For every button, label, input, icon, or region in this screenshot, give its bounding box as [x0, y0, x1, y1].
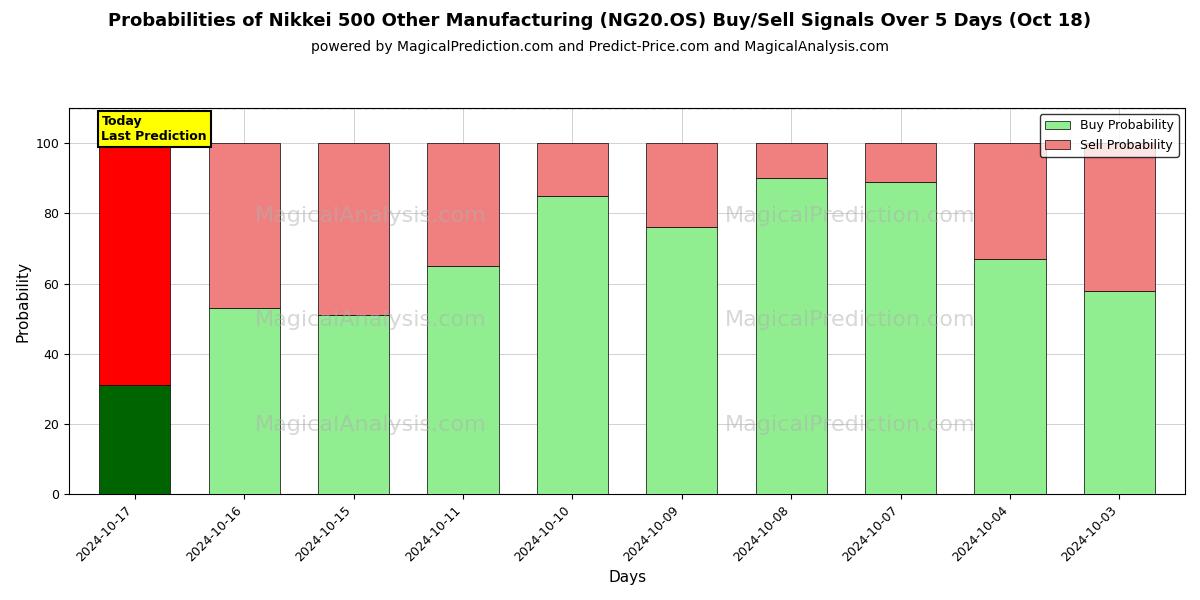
Bar	[647, 143, 718, 227]
Bar	[756, 143, 827, 178]
Text: MagicalPrediction.com: MagicalPrediction.com	[725, 310, 976, 331]
Bar	[756, 178, 827, 494]
Bar	[318, 315, 389, 494]
Bar	[209, 308, 280, 494]
Bar	[100, 143, 170, 385]
Y-axis label: Probability: Probability	[16, 260, 30, 341]
Bar	[1084, 143, 1154, 290]
Text: powered by MagicalPrediction.com and Predict-Price.com and MagicalAnalysis.com: powered by MagicalPrediction.com and Pre…	[311, 40, 889, 54]
Text: MagicalPrediction.com: MagicalPrediction.com	[725, 206, 976, 226]
Legend: Buy Probability, Sell Probability: Buy Probability, Sell Probability	[1040, 114, 1178, 157]
Bar	[318, 143, 389, 315]
Bar	[647, 227, 718, 494]
Text: MagicalAnalysis.com: MagicalAnalysis.com	[254, 415, 486, 435]
Bar	[209, 143, 280, 308]
Bar	[427, 266, 498, 494]
Bar	[100, 385, 170, 494]
Text: MagicalPrediction.com: MagicalPrediction.com	[725, 415, 976, 435]
Text: Probabilities of Nikkei 500 Other Manufacturing (NG20.OS) Buy/Sell Signals Over : Probabilities of Nikkei 500 Other Manufa…	[108, 12, 1092, 30]
Text: MagicalAnalysis.com: MagicalAnalysis.com	[254, 310, 486, 331]
Bar	[974, 143, 1045, 259]
Bar	[536, 196, 608, 494]
X-axis label: Days: Days	[608, 570, 646, 585]
Bar	[427, 143, 498, 266]
Bar	[865, 182, 936, 494]
Bar	[1084, 290, 1154, 494]
Text: Today
Last Prediction: Today Last Prediction	[102, 115, 208, 143]
Text: MagicalAnalysis.com: MagicalAnalysis.com	[254, 206, 486, 226]
Bar	[865, 143, 936, 182]
Bar	[536, 143, 608, 196]
Bar	[974, 259, 1045, 494]
